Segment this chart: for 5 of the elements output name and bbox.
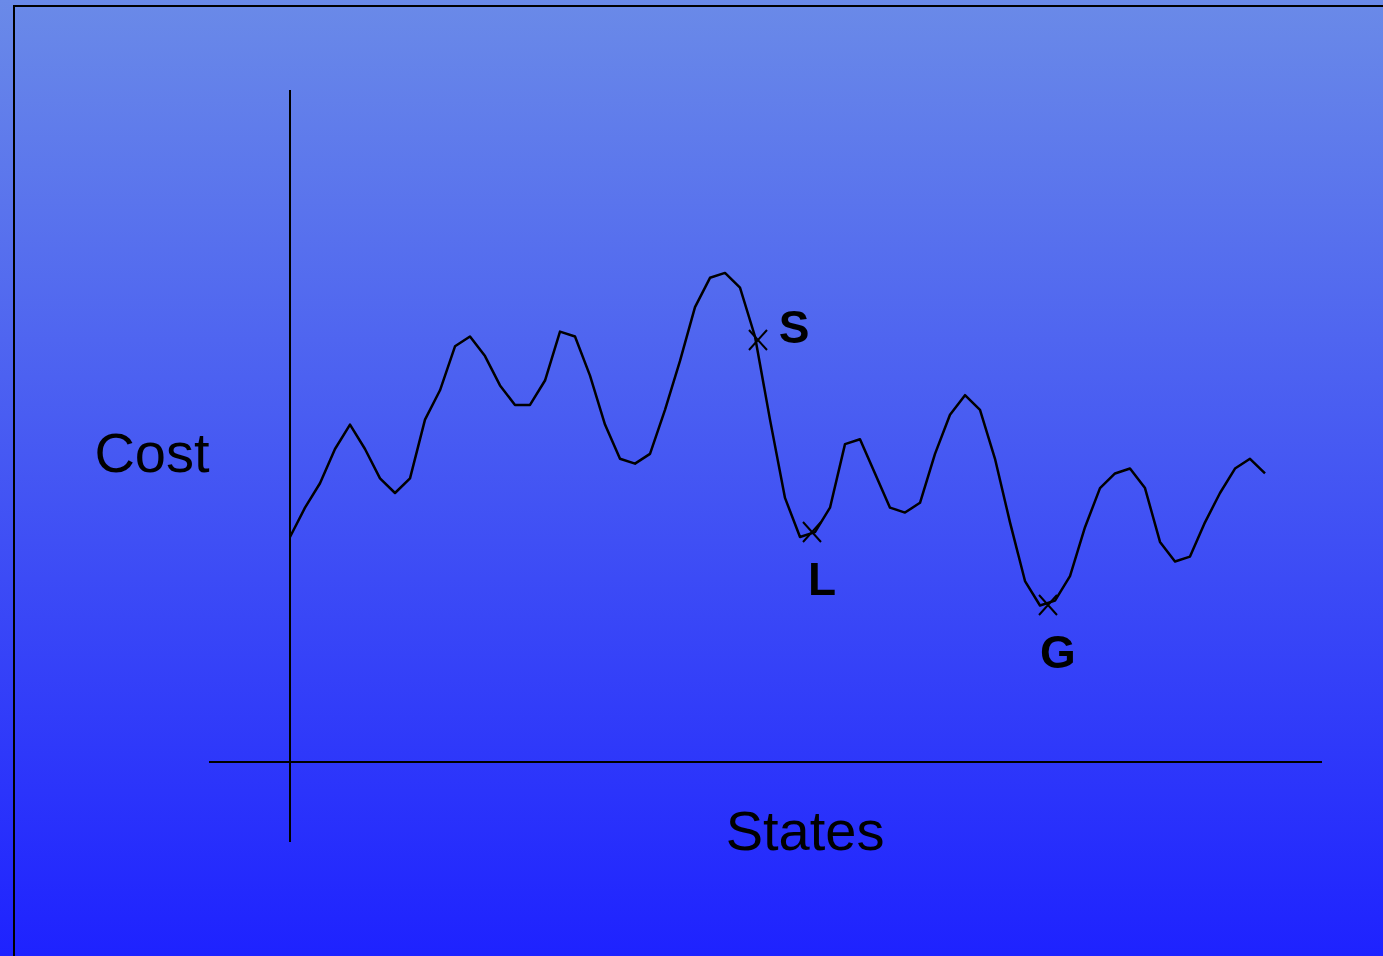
annotation: L: [807, 552, 837, 605]
annotation: G: [1040, 625, 1076, 678]
x-axis-title: States: [725, 799, 885, 863]
y-axis-title: Cost: [94, 421, 211, 485]
annotation: S: [778, 300, 810, 353]
